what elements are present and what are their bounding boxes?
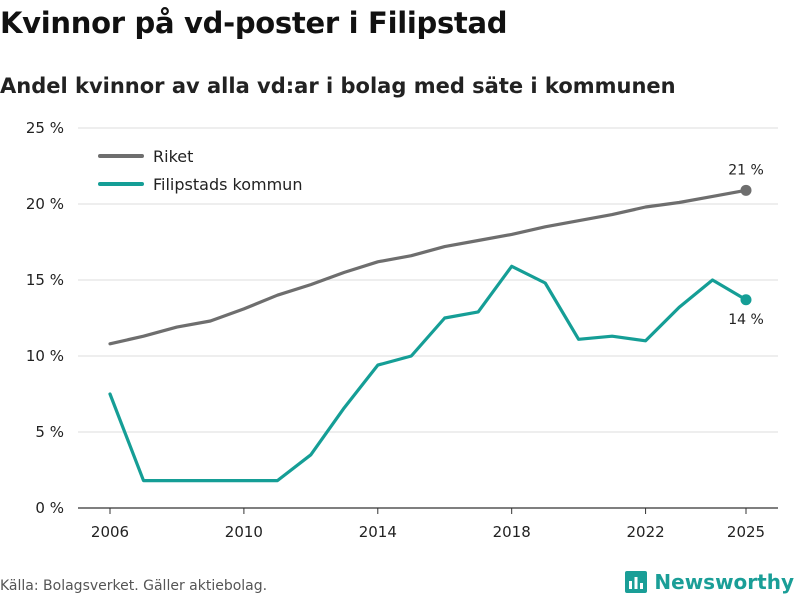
y-tick-label: 20 % bbox=[26, 195, 64, 213]
x-tick-label: 2006 bbox=[91, 523, 129, 541]
chart-subtitle: Andel kvinnor av alla vd:ar i bolag med … bbox=[0, 74, 676, 98]
x-tick-label: 2010 bbox=[225, 523, 263, 541]
end-marker-riket bbox=[740, 184, 752, 196]
y-tick-label: 0 % bbox=[35, 499, 64, 517]
x-tick-label: 2014 bbox=[359, 523, 397, 541]
y-tick-label: 15 % bbox=[26, 271, 64, 289]
chart-title: Kvinnor på vd-poster i Filipstad bbox=[0, 6, 508, 40]
series-line-kommun bbox=[108, 264, 748, 483]
y-tick-label: 25 % bbox=[26, 119, 64, 137]
series-line-riket bbox=[108, 188, 748, 346]
end-marker-kommun bbox=[740, 294, 752, 306]
x-tick-label: 2025 bbox=[727, 523, 765, 541]
x-tick-label: 2022 bbox=[626, 523, 664, 541]
end-label-riket: 21 % bbox=[728, 162, 764, 178]
x-tick-label: 2018 bbox=[493, 523, 531, 541]
newsworthy-logo: Newsworthy bbox=[624, 570, 794, 594]
bar-chart-icon bbox=[625, 571, 648, 593]
y-tick-label: 5 % bbox=[35, 423, 64, 441]
legend-label: Filipstads kommun bbox=[153, 175, 302, 194]
y-tick-label: 10 % bbox=[26, 347, 64, 365]
legend-label: Riket bbox=[153, 147, 193, 166]
brand-name: Newsworthy bbox=[654, 570, 794, 594]
source-note: Källa: Bolagsverket. Gäller aktiebolag. bbox=[0, 578, 268, 594]
end-label-kommun: 14 % bbox=[728, 312, 764, 328]
